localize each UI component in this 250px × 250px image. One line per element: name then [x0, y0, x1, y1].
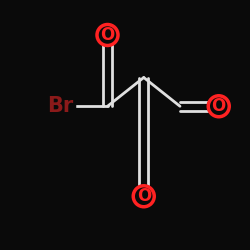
- Text: O: O: [212, 97, 226, 115]
- Text: Br: Br: [47, 96, 73, 116]
- Circle shape: [96, 24, 118, 46]
- Circle shape: [208, 95, 230, 117]
- Text: O: O: [136, 187, 151, 205]
- Text: O: O: [100, 26, 114, 44]
- Circle shape: [133, 185, 155, 207]
